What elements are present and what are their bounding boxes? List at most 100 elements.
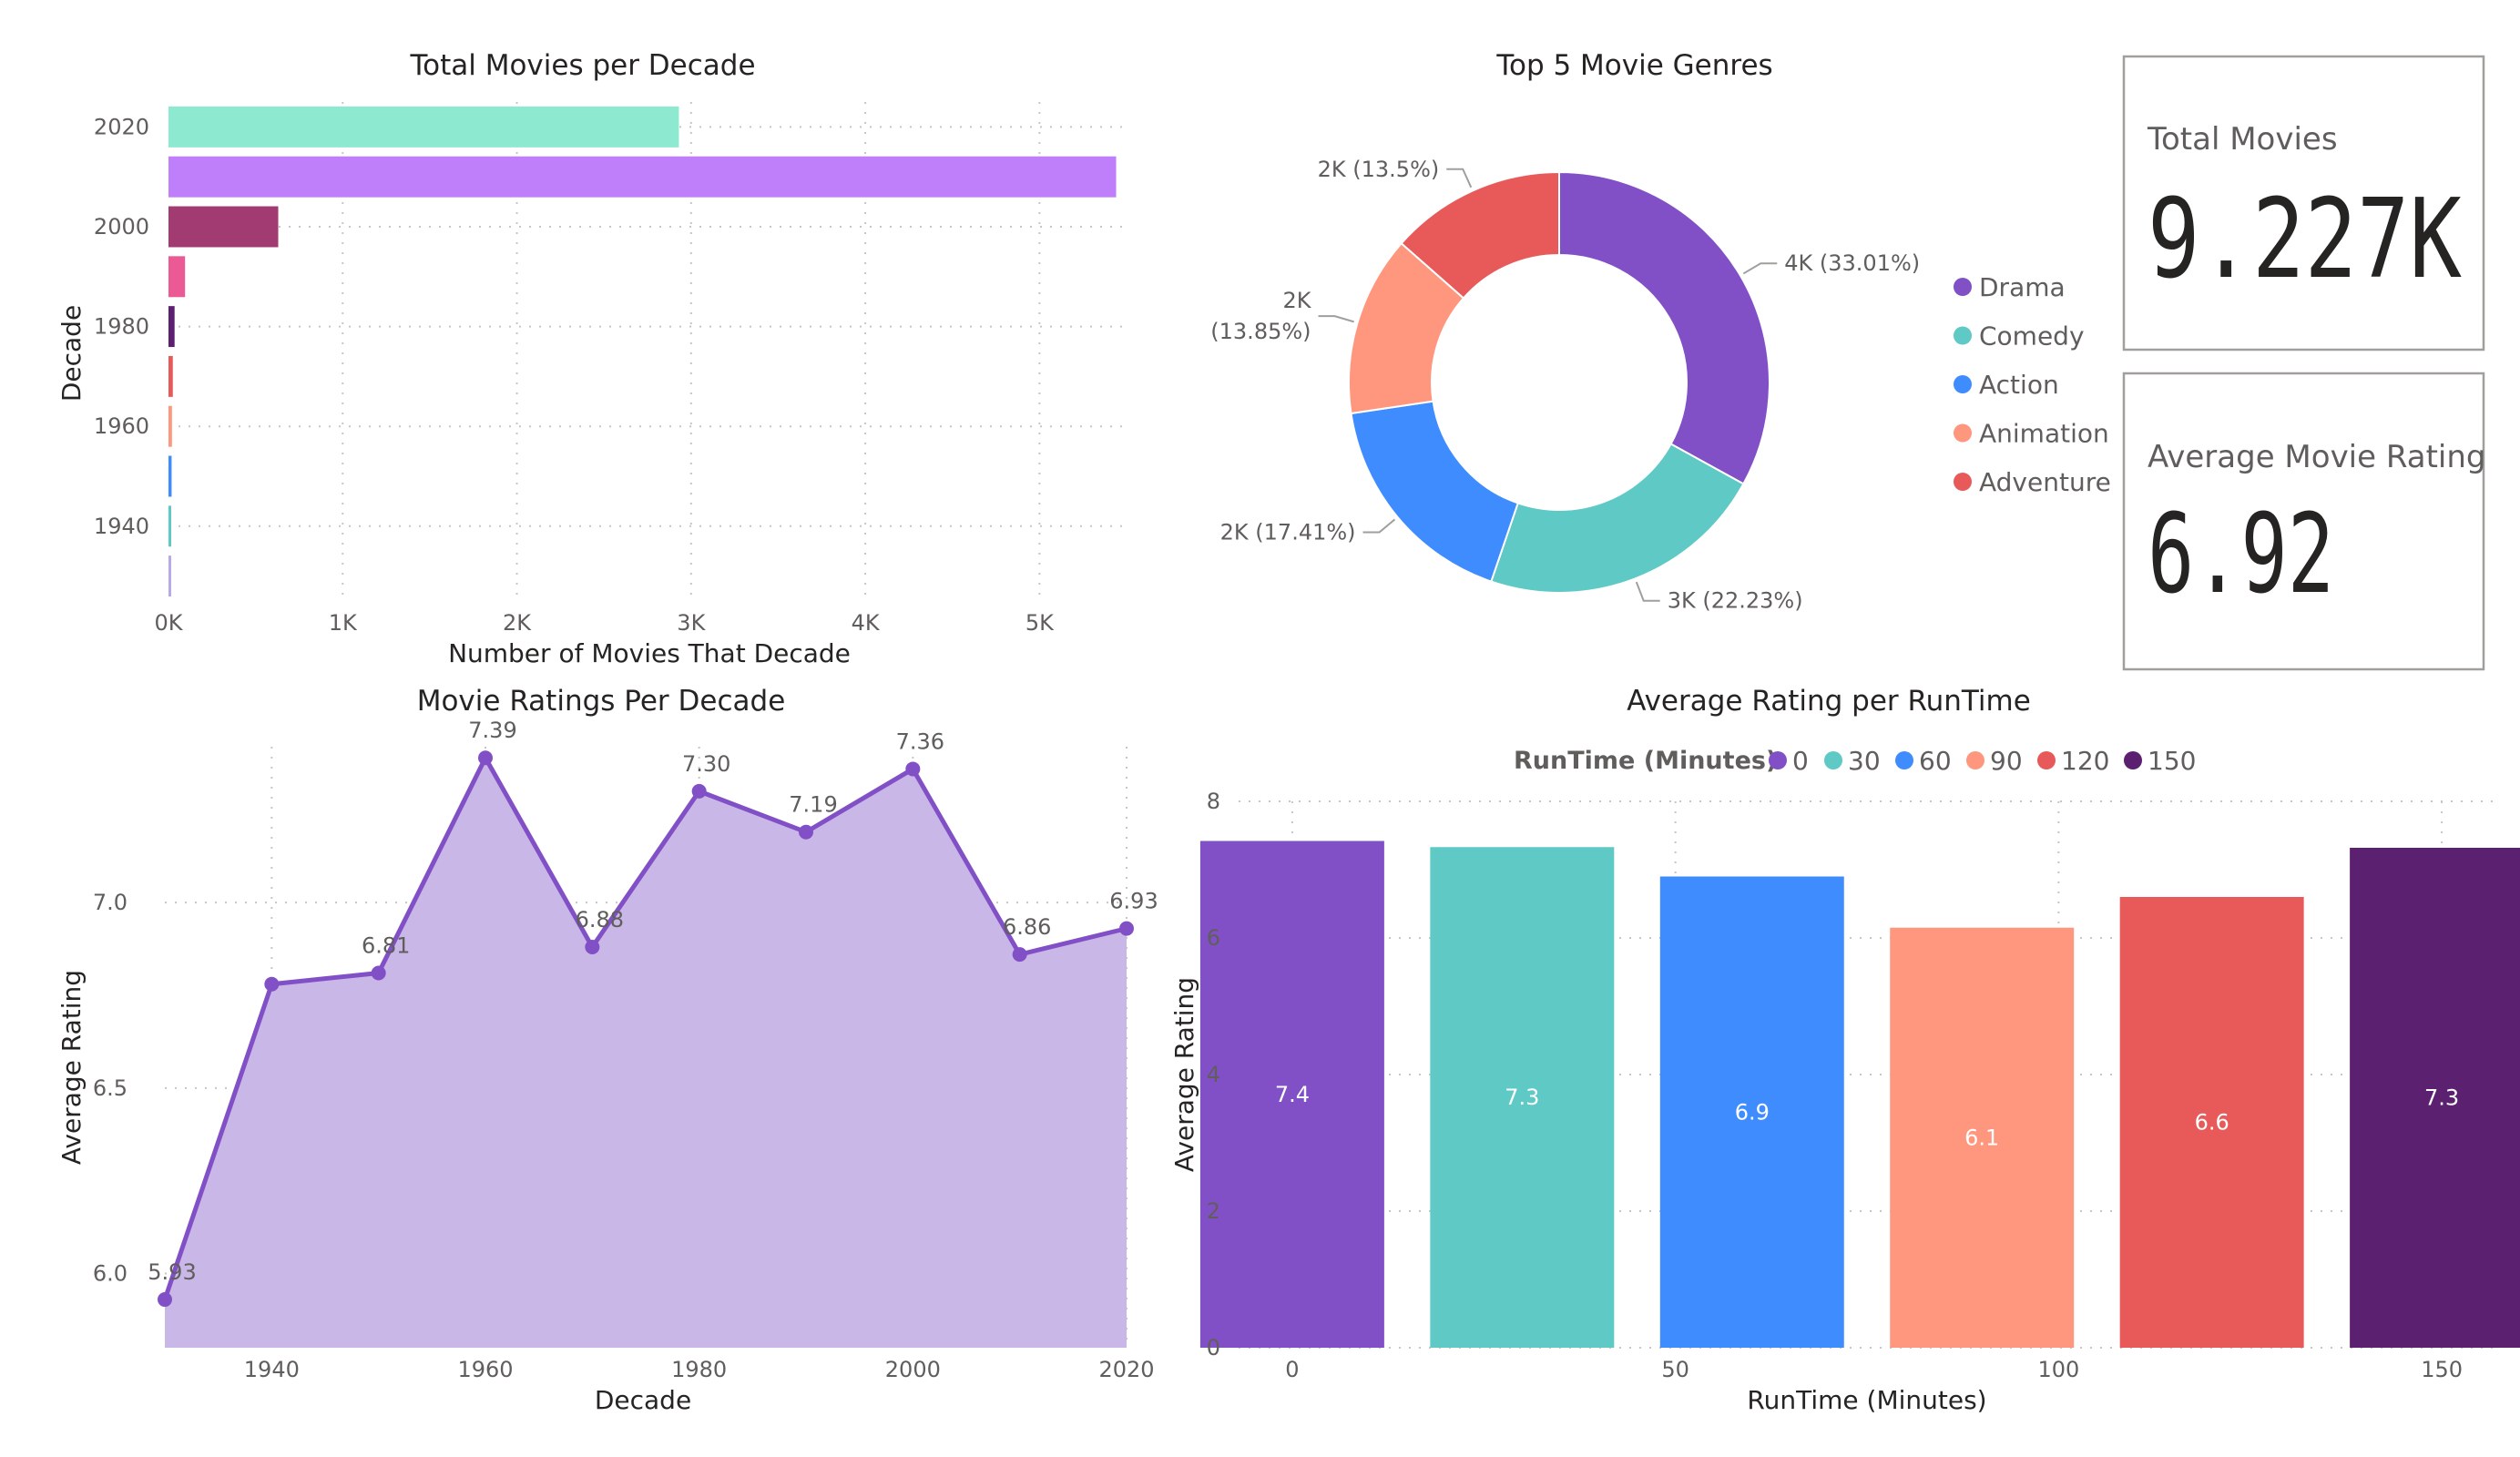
ratings-per-decade-x-tick: 2000	[885, 1357, 941, 1382]
movies-per-decade-x-tick: 5K	[1025, 610, 1055, 636]
rating-per-runtime-data-label: 6.6	[2195, 1110, 2229, 1136]
movies-per-decade-x-axis-title: Number of Movies That Decade	[448, 638, 851, 668]
rating-per-runtime-bar	[1430, 847, 1615, 1348]
top-genres-slice	[1558, 170, 1770, 485]
movies-per-decade-x-tick: 1K	[329, 610, 358, 636]
top-genres-data-label: 2K (17.41%)	[1220, 520, 1356, 545]
rating-per-runtime-x-axis-title: RunTime (Minutes)	[1747, 1385, 1986, 1415]
top-genres-legend-label: Comedy	[1979, 321, 2085, 352]
rating-per-runtime-data-label: 7.3	[1505, 1085, 1539, 1110]
rating-per-runtime-bar	[2350, 848, 2520, 1348]
top-genres-legend-marker	[1954, 326, 1972, 345]
rating-per-runtime-legend: RunTime (Minutes) 0 30 60 90 120 150	[1514, 746, 2196, 776]
rating-per-runtime-bar	[1199, 841, 1384, 1348]
rating-per-runtime-data-labels: 7.4 7.3 6.9 6.1 6.6 7.3	[1275, 1082, 2459, 1151]
movies-per-decade-y-ticks: 2020 2000 1980 1960 1940	[94, 114, 149, 538]
rating-per-runtime-y-tick: 4	[1207, 1062, 1220, 1087]
average-rating-card-label: Average Movie Rating	[2148, 439, 2485, 475]
movies-per-decade-bars	[168, 106, 1117, 597]
rating-per-runtime-legend-label: 120	[2061, 746, 2109, 776]
rating-per-runtime-legend-label: 0	[1792, 746, 1809, 776]
rating-per-runtime-y-ticks: 0 2 4 6 8	[1207, 789, 1220, 1360]
ratings-per-decade-x-tick: 1960	[457, 1357, 513, 1382]
top-genres-leader-line	[1318, 315, 1354, 323]
ratings-per-decade-area-fill	[165, 758, 1127, 1348]
rating-per-runtime-x-tick: 150	[2421, 1357, 2463, 1382]
movies-per-decade-y-tick: 1940	[94, 514, 149, 539]
top-genres-slice	[1400, 170, 1560, 300]
movies-per-decade-y-tick: 2000	[94, 214, 149, 239]
ratings-per-decade-data-label: 7.30	[682, 751, 730, 777]
ratings-per-decade-line	[162, 755, 1127, 1300]
ratings-per-decade-point	[371, 965, 386, 981]
top-genres-data-label: 2K	[1283, 288, 1312, 313]
rating-per-runtime-data-label: 7.4	[1275, 1082, 1310, 1107]
movies-per-decade-y-axis-title: Decade	[56, 305, 87, 402]
ratings-per-decade-data-label: 5.93	[148, 1259, 196, 1285]
movies-per-decade-x-tick: 2K	[503, 610, 532, 636]
rating-per-runtime-x-ticks: 0 50 100 150	[1285, 1357, 2463, 1382]
top-genres-chart: Top 5 Movie Genres 4K (33.01%) 3K (22.23%…	[1210, 49, 2111, 614]
total-movies-card-value: 9.227K	[2148, 177, 2462, 303]
movies-per-decade-x-tick: 0K	[154, 610, 183, 636]
movies-per-decade-bar	[168, 106, 679, 148]
rating-per-runtime-grid	[1239, 800, 2495, 1349]
rating-per-runtime-title: Average Rating per RunTime	[1627, 685, 2031, 718]
movies-per-decade-bar	[168, 405, 172, 447]
rating-per-runtime-legend-label: 90	[1990, 746, 2023, 776]
total-movies-card-label: Total Movies	[2147, 121, 2338, 158]
top-genres-slice	[1490, 443, 1745, 594]
top-genres-legend-label: Animation	[1979, 419, 2109, 449]
movies-per-decade-x-ticks: 0K 1K 2K 3K 4K 5K	[154, 610, 1055, 636]
ratings-per-decade-chart: Movie Ratings Per Decade 5.93 6.81 7.39 6.8…	[56, 685, 1158, 1415]
movies-per-decade-y-tick: 1960	[94, 413, 149, 439]
top-genres-legend-label: Action	[1979, 370, 2059, 400]
rating-per-runtime-legend-marker	[1895, 751, 1913, 769]
rating-per-runtime-legend-label: 30	[1848, 746, 1881, 776]
ratings-per-decade-x-tick: 1980	[671, 1357, 727, 1382]
movies-per-decade-bar	[168, 206, 279, 248]
ratings-per-decade-point	[158, 1292, 172, 1308]
rating-per-runtime-x-tick: 50	[1661, 1357, 1689, 1382]
total-movies-card-frame	[2122, 55, 2485, 352]
average-rating-card-frame	[2122, 372, 2485, 671]
movies-per-decade-bar	[168, 505, 171, 547]
ratings-per-decade-point	[478, 750, 493, 766]
top-genres-data-label: 3K (22.23%)	[1668, 588, 1803, 614]
rating-per-runtime-legend-marker	[2037, 751, 2056, 769]
top-genres-legend-marker	[1954, 278, 1972, 296]
rating-per-runtime-y-tick: 8	[1207, 789, 1220, 814]
movies-per-decade-bar	[168, 156, 1117, 198]
movies-per-decade-chart: Total Movies per Decade 2020 2000 1980 1960…	[56, 49, 1127, 668]
top-genres-leader-line	[1446, 168, 1473, 188]
top-genres-legend-marker	[1954, 375, 1972, 393]
rating-per-runtime-legend-marker	[1824, 751, 1842, 769]
ratings-per-decade-data-label: 7.19	[789, 792, 837, 818]
ratings-per-decade-x-tick: 2020	[1098, 1357, 1154, 1382]
rating-per-runtime-legend-title: RunTime (Minutes)	[1514, 747, 1777, 775]
top-genres-slices	[1348, 170, 1770, 594]
ratings-per-decade-area	[162, 755, 1127, 1348]
rating-per-runtime-y-tick: 0	[1207, 1335, 1220, 1360]
movies-per-decade-y-tick: 1980	[94, 314, 149, 340]
rating-per-runtime-y-axis-title: Average Rating	[1169, 977, 1199, 1172]
ratings-per-decade-y-ticks: 6.0 6.5 7.0	[93, 890, 128, 1286]
ratings-per-decade-data-label: 7.36	[896, 728, 944, 754]
rating-per-runtime-legend-label: 150	[2148, 746, 2196, 776]
movies-per-decade-x-tick: 3K	[677, 610, 706, 636]
ratings-per-decade-x-ticks: 1940 1960 1980 2000 2020	[244, 1357, 1155, 1382]
top-genres-legend-marker	[1954, 423, 1972, 443]
movies-per-decade-bar	[168, 355, 173, 397]
average-rating-card-value: 6.92	[2148, 492, 2334, 618]
ratings-per-decade-data-label: 6.86	[1003, 914, 1051, 940]
top-genres-legend: Drama Comedy Action Animation Adventure	[1954, 272, 2111, 497]
ratings-per-decade-y-tick: 6.5	[93, 1075, 128, 1101]
ratings-per-decade-data-label: 6.81	[362, 933, 410, 959]
top-genres-data-label: 2K (13.5%)	[1318, 157, 1440, 182]
top-genres-legend-label: Drama	[1979, 272, 2066, 302]
average-rating-card: Average Movie Rating 6.92	[2122, 372, 2485, 671]
ratings-per-decade-x-axis-title: Decade	[595, 1385, 691, 1415]
ratings-per-decade-x-tick: 1940	[244, 1357, 300, 1382]
rating-per-runtime-bar	[2119, 897, 2304, 1348]
